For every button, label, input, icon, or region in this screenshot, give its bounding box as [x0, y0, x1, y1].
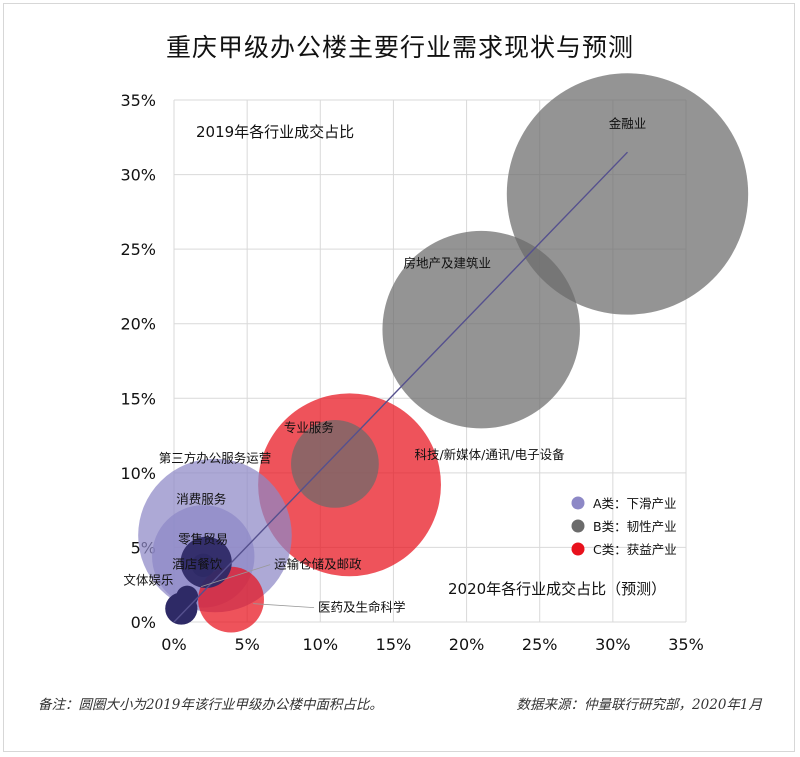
legend-label: C类：获益产业 [593, 542, 677, 557]
bubble-point [506, 73, 749, 315]
chart-title: 重庆甲级办公楼主要行业需求现状与预测 [165, 33, 634, 62]
y-tick-label: 30% [120, 166, 156, 185]
y-tick-label: 10% [120, 464, 156, 483]
x-tick-label: 25% [522, 635, 558, 654]
y-tick-label: 20% [120, 315, 156, 334]
label-leader-line [201, 564, 271, 588]
bubble-label: 消费服务 [176, 491, 226, 506]
bubble-point [382, 230, 580, 429]
legend-swatch [571, 496, 585, 510]
label-leader-line [253, 603, 315, 609]
y-axis-label: 2019年各行业成交占比 [196, 123, 354, 141]
y-tick-label: 0% [131, 613, 156, 632]
legend-swatch [571, 542, 585, 556]
legend-label: B类：韧性产业 [593, 519, 677, 534]
trend-line-group [173, 151, 628, 623]
bubble-series [138, 73, 749, 633]
y-tick-label: 25% [120, 240, 156, 259]
bubble-point [176, 585, 199, 608]
bubble-label: 酒店餐饮 [172, 556, 223, 571]
x-tick-label: 15% [376, 635, 412, 654]
bubble-label: 金融业 [609, 116, 647, 131]
x-tick-label: 0% [161, 635, 186, 654]
legend-label: A类：下滑产业 [593, 496, 677, 511]
data-source: 数据来源：仲量联行研究部，2020年1月 [516, 697, 762, 713]
x-axis-label: 2020年各行业成交占比（预测） [448, 580, 666, 598]
y-tick-label: 35% [120, 91, 156, 110]
axis-ticks: 0%5%10%15%20%25%30%35%0%5%10%15%20%25%30… [120, 91, 703, 654]
footnote: 备注：圆圈大小为2019年该行业甲级办公楼中面积占比。 [38, 697, 383, 713]
bubble-label: 文体娱乐 [123, 573, 173, 588]
bubble-chart: 0%5%10%15%20%25%30%35%0%5%10%15%20%25%30… [120, 73, 749, 654]
bubble-label: 房地产及建筑业 [403, 256, 491, 271]
x-tick-label: 10% [303, 635, 339, 654]
bubble-label: 零售贸易 [178, 531, 228, 546]
bubble-label: 运输仓储及邮政 [274, 557, 362, 572]
bubble-label: 科技/新媒体/通讯/电子设备 [414, 447, 565, 462]
legend: A类：下滑产业 B类：韧性产业 C类：获益产业 [571, 496, 677, 557]
bubble-label: 专业服务 [284, 420, 334, 435]
bubble-point [191, 553, 215, 578]
x-tick-label: 5% [234, 635, 259, 654]
y-tick-label: 15% [120, 389, 156, 408]
bubble-label: 医药及生命科学 [318, 600, 406, 615]
x-tick-label: 35% [668, 635, 704, 654]
legend-swatch [571, 519, 585, 533]
trend-line [173, 151, 628, 623]
x-tick-label: 30% [595, 635, 631, 654]
bubble-point [291, 420, 379, 508]
x-tick-label: 20% [449, 635, 485, 654]
bubble-label: 第三方办公服务运营 [159, 450, 272, 465]
